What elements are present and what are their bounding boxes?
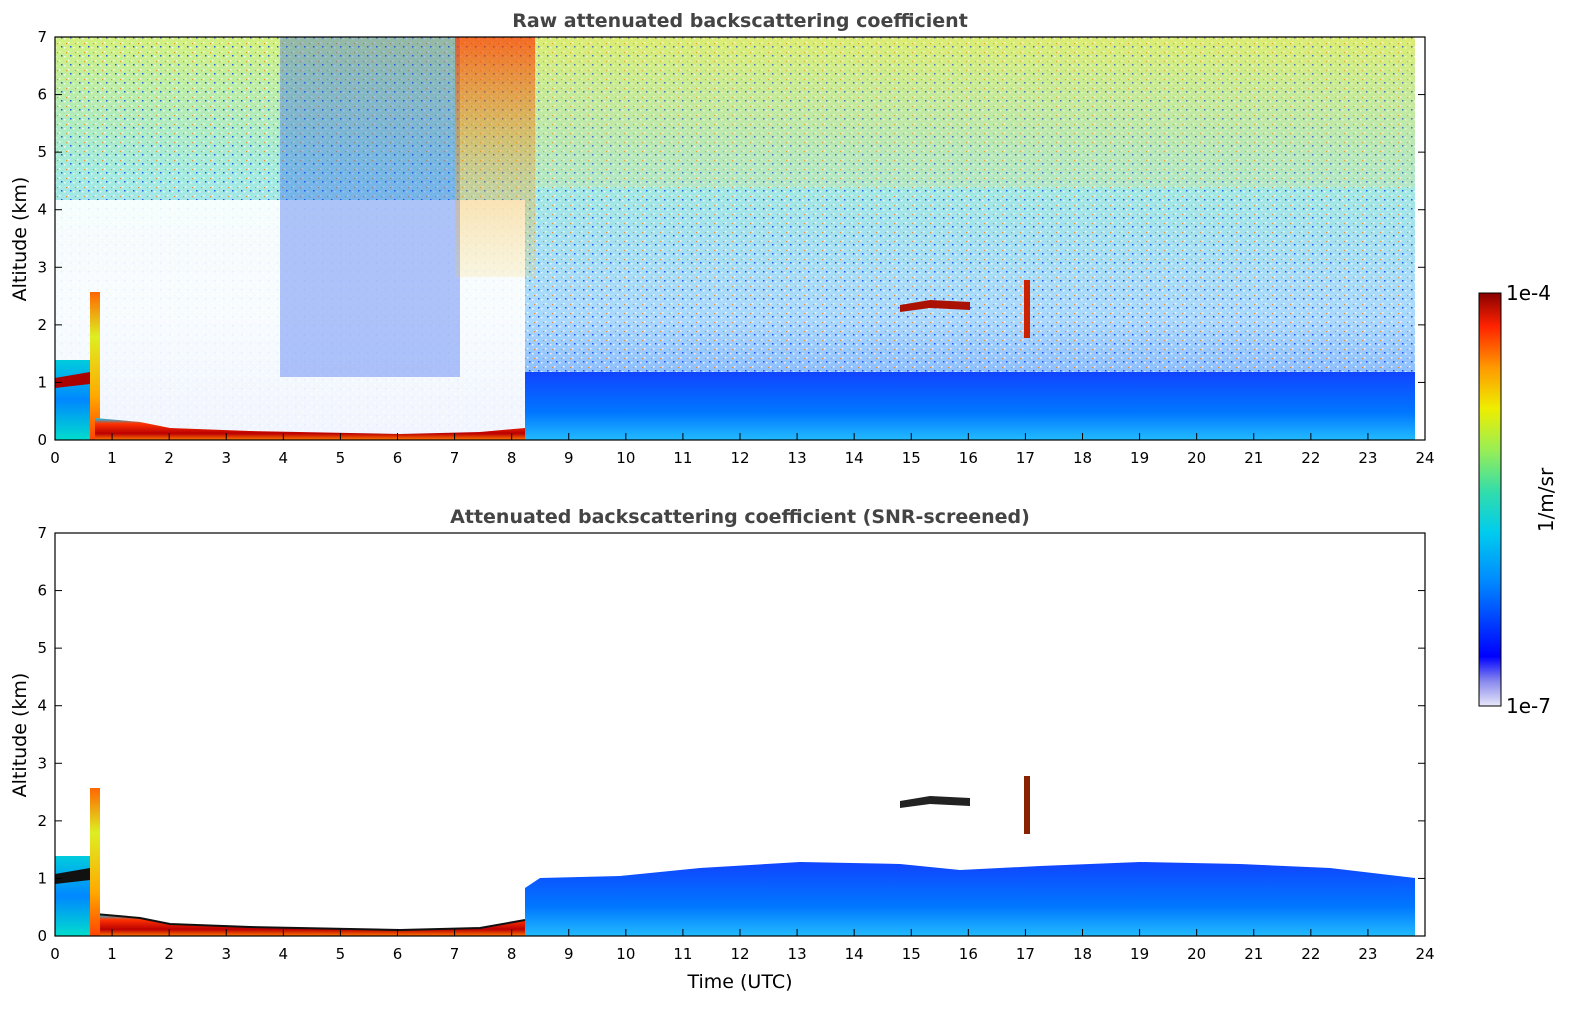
x-tick-label: 8	[507, 945, 517, 963]
x-tick-label: 0	[50, 945, 60, 963]
x-tick-label: 10	[616, 449, 635, 467]
y-tick-labels: 0 1 2 3 4 5 6 7	[37, 28, 1425, 449]
colorbar: 1e-4 1e-7 1/m/sr	[1478, 281, 1558, 718]
y-tick-label: 3	[37, 258, 47, 276]
panel-title: Attenuated backscattering coefficient (S…	[450, 506, 1030, 528]
x-tick-label: 7	[450, 945, 460, 963]
x-tick-label: 16	[959, 945, 978, 963]
x-axis-label: Time (UTC)	[686, 971, 792, 993]
x-tick-labels: 0 1 2 3 4 5 6 7 8 9 10 11 12 13 14 15 16 17 18 19 20 21 22 23 24	[50, 433, 1435, 467]
x-tick-label: 7	[450, 449, 460, 467]
heatmap-image	[55, 37, 1415, 440]
y-tick-label: 7	[37, 524, 47, 542]
x-tick-label: 6	[393, 945, 403, 963]
x-tick-label: 8	[507, 449, 517, 467]
x-tick-label: 21	[1244, 449, 1263, 467]
x-tick-label: 2	[164, 945, 174, 963]
y-tick-label: 4	[37, 201, 47, 219]
x-tick-label: 1	[107, 945, 117, 963]
x-tick-label: 22	[1301, 945, 1320, 963]
x-tick-labels: 0 1 2 3 4 5 6 7 8 9 10 11 12 13 14 15 16 17 18 19 20 21 22 23 24	[50, 929, 1435, 963]
x-tick-label: 13	[788, 945, 807, 963]
y-tick-label: 6	[37, 582, 47, 600]
x-tick-label: 24	[1415, 449, 1434, 467]
x-tick-label: 22	[1301, 449, 1320, 467]
x-tick-label: 11	[673, 449, 692, 467]
panel-title: Raw attenuated backscattering coefficien…	[512, 10, 968, 32]
y-tick-label: 7	[37, 28, 47, 46]
x-tick-label: 20	[1187, 945, 1206, 963]
x-tick-label: 17	[1016, 449, 1035, 467]
y-tick-label: 5	[37, 639, 47, 657]
x-tick-label: 15	[902, 945, 921, 963]
x-tick-label: 17	[1016, 945, 1035, 963]
x-tick-label: 4	[279, 449, 289, 467]
x-tick-label: 13	[788, 449, 807, 467]
raw-backscatter-panel: Raw attenuated backscattering coefficien…	[9, 10, 1435, 467]
x-tick-label: 14	[845, 449, 864, 467]
x-tick-label: 19	[1130, 945, 1149, 963]
x-tick-label: 5	[336, 449, 346, 467]
y-tick-label: 1	[37, 373, 47, 391]
x-tick-label: 9	[564, 945, 574, 963]
x-tick-label: 12	[730, 945, 749, 963]
y-tick-label: 1	[37, 869, 47, 887]
x-tick-label: 21	[1244, 945, 1263, 963]
y-tick-label: 2	[37, 812, 47, 830]
y-tick-labels: 0 1 2 3 4 5 6 7	[37, 524, 1425, 945]
y-tick-label: 6	[37, 86, 47, 104]
x-tick-label: 1	[107, 449, 117, 467]
x-tick-label: 20	[1187, 449, 1206, 467]
x-tick-label: 23	[1358, 945, 1377, 963]
x-tick-label: 9	[564, 449, 574, 467]
x-tick-label: 6	[393, 449, 403, 467]
colorbar-unit-label: 1/m/sr	[1534, 467, 1558, 532]
y-axis-label: Altitude (km)	[9, 673, 31, 798]
y-tick-label: 0	[37, 431, 47, 449]
x-tick-label: 5	[336, 945, 346, 963]
y-tick-label: 0	[37, 927, 47, 945]
colorbar-min-label: 1e-7	[1506, 694, 1551, 718]
heatmap-image	[55, 776, 1415, 936]
x-tick-label: 3	[221, 945, 231, 963]
colorbar-max-label: 1e-4	[1506, 281, 1551, 305]
x-tick-label: 18	[1073, 945, 1092, 963]
y-tick-label: 4	[37, 697, 47, 715]
x-tick-label: 18	[1073, 449, 1092, 467]
x-tick-label: 10	[616, 945, 635, 963]
x-tick-label: 19	[1130, 449, 1149, 467]
colorbar-gradient	[1478, 292, 1502, 707]
x-tick-label: 0	[50, 449, 60, 467]
x-tick-label: 11	[673, 945, 692, 963]
y-tick-label: 2	[37, 316, 47, 334]
x-tick-label: 23	[1358, 449, 1377, 467]
x-tick-label: 14	[845, 945, 864, 963]
y-axis-label: Altitude (km)	[9, 177, 31, 302]
x-tick-label: 3	[221, 449, 231, 467]
snr-screened-panel: Attenuated backscattering coefficient (S…	[9, 506, 1435, 993]
y-tick-label: 5	[37, 143, 47, 161]
x-tick-label: 15	[902, 449, 921, 467]
x-tick-label: 16	[959, 449, 978, 467]
y-tick-label: 3	[37, 754, 47, 772]
x-tick-label: 2	[164, 449, 174, 467]
x-tick-label: 12	[730, 449, 749, 467]
x-tick-label: 24	[1415, 945, 1434, 963]
x-tick-label: 4	[279, 945, 289, 963]
